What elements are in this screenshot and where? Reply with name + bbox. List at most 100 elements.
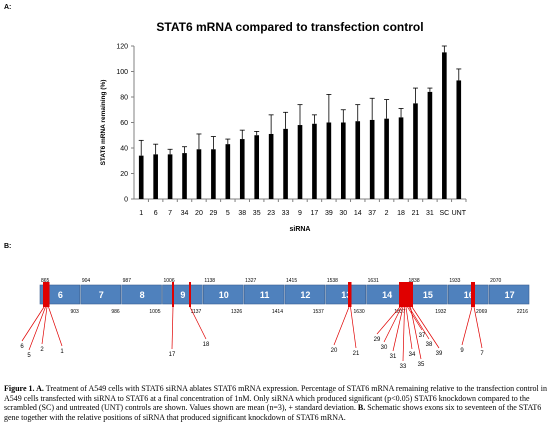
sirna-label: 18 (203, 342, 210, 348)
exon-number: 12 (300, 290, 310, 300)
bar (182, 153, 187, 199)
sirna-label: 35 (418, 362, 425, 368)
sirna-label: 34 (409, 352, 416, 358)
sirna-position-marker (46, 282, 48, 307)
sirna-label: 39 (436, 351, 443, 357)
x-tick-label: 18 (397, 210, 405, 217)
exon-number: 15 (423, 290, 433, 300)
sirna-position-marker (409, 282, 412, 307)
sirna-position-marker (403, 282, 406, 307)
sirna-position-marker (349, 282, 352, 307)
figure-caption: Figure 1. A. Treatment of A549 cells wit… (4, 384, 552, 422)
sirna-leader-line (408, 306, 430, 340)
caption-figure-label: Figure 1. A. (4, 384, 44, 393)
sirna-label: 20 (331, 348, 338, 354)
sirna-position-marker (348, 282, 350, 307)
exon-start-position: 865 (41, 278, 50, 284)
x-axis-label: siRNA (289, 226, 310, 233)
x-tick-label: 21 (412, 210, 420, 217)
exon-number: 16 (464, 290, 474, 300)
x-tick-label: 38 (238, 210, 246, 217)
exon-number: 13 (341, 290, 351, 300)
exon-end-position: 1005 (149, 309, 160, 315)
y-tick-label: 0 (124, 197, 128, 204)
sirna-label: 21 (353, 351, 360, 357)
panel-a-label: A: (4, 4, 12, 11)
exon-box (284, 284, 326, 305)
chart-title: STAT6 mRNA compared to transfection cont… (156, 20, 424, 34)
sirna-leader-line (333, 306, 350, 346)
exon-box (243, 284, 285, 305)
x-tick-label: 29 (209, 210, 217, 217)
sirna-position-marker (402, 282, 404, 307)
x-tick-label: 20 (195, 210, 203, 217)
y-tick-label: 60 (120, 120, 128, 127)
exon-number: 7 (99, 290, 104, 300)
exon-end-position: 1326 (231, 309, 242, 315)
x-tick-label: 7 (168, 210, 172, 217)
exon-end-position: 986 (111, 309, 120, 315)
sirna-position-marker (400, 282, 403, 307)
bar (225, 144, 231, 199)
bar (297, 125, 303, 199)
caption-label-b: B. (357, 403, 366, 413)
exon-start-position: 1006 (164, 278, 175, 284)
bar (153, 154, 158, 199)
y-tick-label: 120 (116, 44, 128, 51)
sirna-label: 29 (374, 337, 381, 343)
exon-box (121, 284, 162, 305)
sirna-leader-line (171, 306, 174, 350)
sirna-label: 38 (426, 342, 433, 348)
sirna-label: 37 (419, 333, 426, 339)
sirna-leader-line (21, 306, 45, 342)
y-tick-label: 80 (120, 95, 128, 102)
exon-number: 9 (180, 290, 185, 300)
exon-end-position: 1932 (435, 309, 446, 315)
sirna-position-marker (406, 282, 409, 307)
x-tick-label: 23 (267, 210, 275, 217)
bar (254, 135, 260, 199)
x-tick-label: 33 (282, 210, 290, 217)
exon-start-position: 1933 (449, 278, 460, 284)
sirna-leader-line (402, 306, 405, 362)
exon-end-position: 2069 (476, 309, 487, 315)
bar (312, 123, 317, 199)
x-tick-label: 17 (311, 210, 319, 217)
bar (442, 52, 447, 199)
sirna-leader-line (383, 306, 402, 343)
sirna-leader-line (461, 306, 473, 346)
x-tick-label: UNT (452, 210, 467, 217)
x-tick-label: 39 (325, 210, 333, 217)
x-tick-label: 2 (385, 210, 389, 217)
exon-box (325, 284, 366, 305)
sirna-position-marker (399, 282, 401, 307)
sirna-leader-line (473, 306, 483, 349)
exon-diagram: 6865903790498689871005910061137101138132… (20, 278, 530, 370)
exon-end-position: 1537 (313, 309, 324, 315)
exon-start-position: 1415 (286, 278, 297, 284)
x-tick-label: SC (439, 210, 449, 217)
bar (239, 139, 245, 199)
exon-box (488, 284, 530, 305)
sirna-position-marker (473, 282, 475, 307)
bar (268, 133, 274, 199)
exon-start-position: 987 (123, 278, 132, 284)
x-tick-label: 34 (181, 210, 189, 217)
exon-end-position: 1837 (394, 309, 405, 315)
exon-number: 11 (260, 290, 270, 300)
exon-box (448, 284, 489, 305)
bar (196, 149, 202, 199)
sirna-leader-line (41, 306, 48, 345)
sirna-label: 6 (20, 344, 24, 350)
bar (355, 121, 361, 199)
bar (369, 119, 375, 199)
x-tick-label: 9 (298, 210, 302, 217)
exon-number: 10 (219, 290, 229, 300)
panel-b-label: B: (4, 243, 12, 250)
bar (456, 80, 462, 199)
x-tick-label: 30 (339, 210, 347, 217)
y-tick-label: 100 (116, 69, 128, 76)
bar (340, 122, 346, 199)
exon-end-position: 1137 (191, 309, 202, 315)
exon-box (203, 284, 244, 305)
